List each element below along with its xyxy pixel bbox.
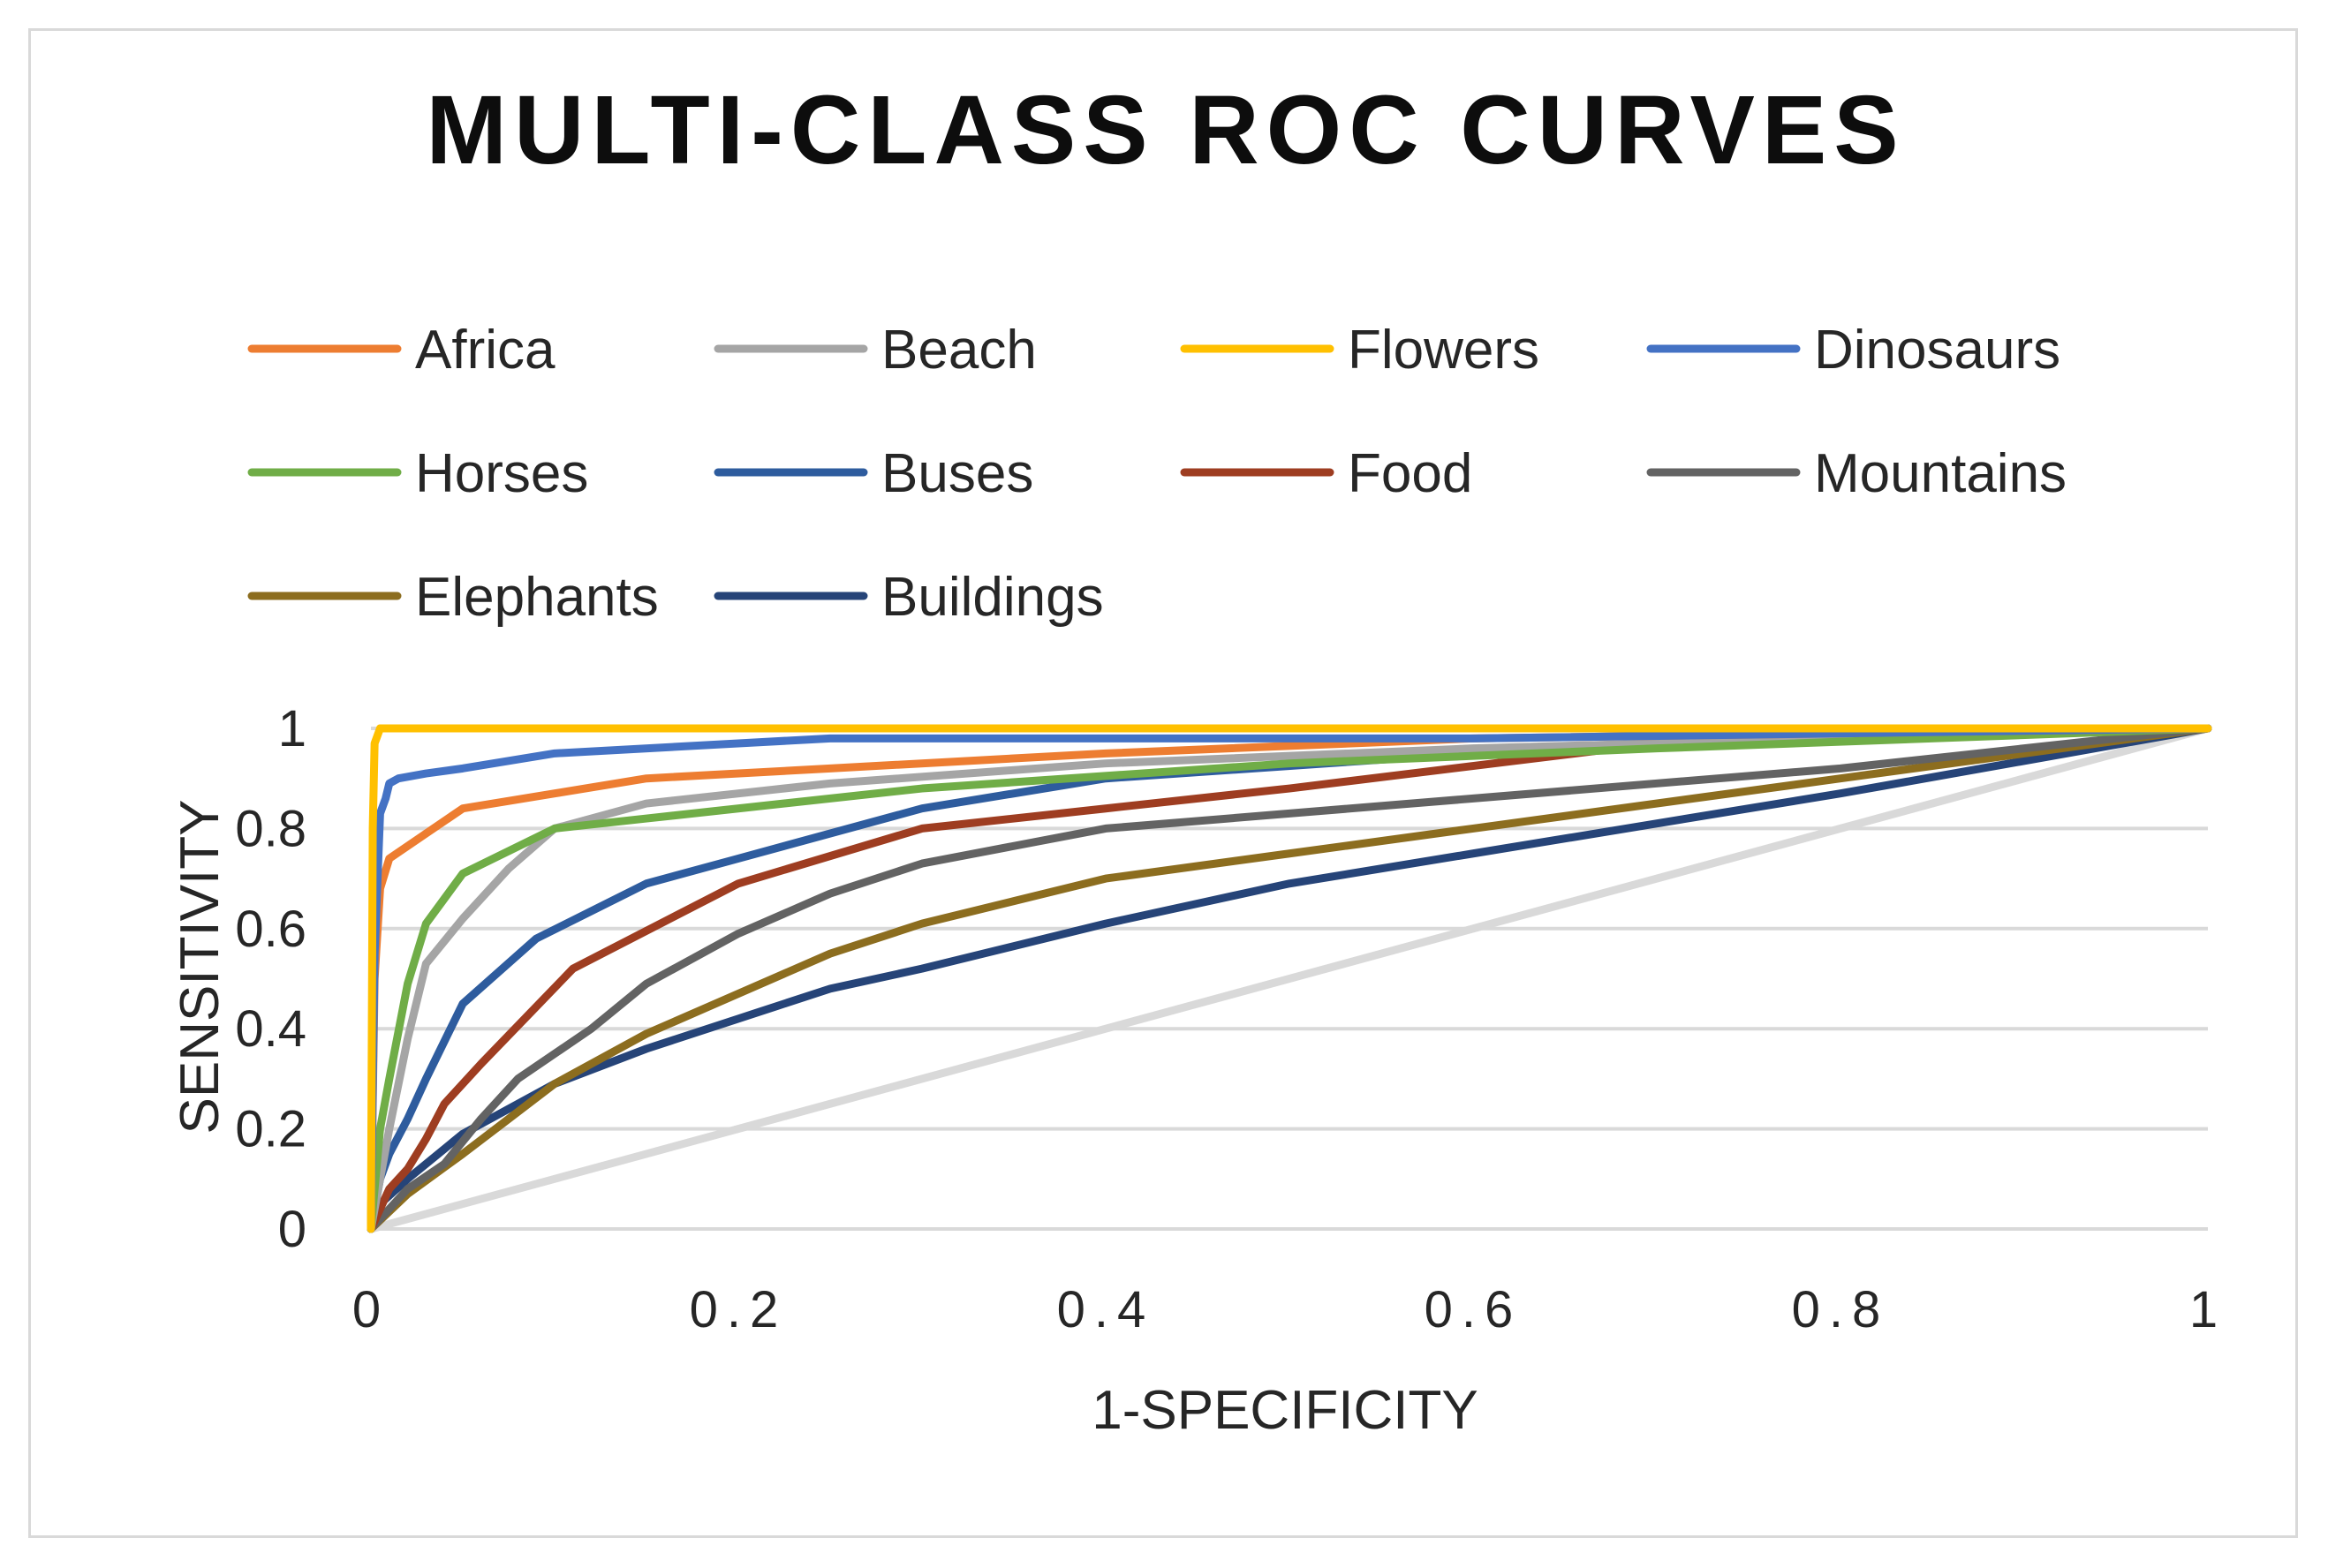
series-line-mountains	[367, 724, 2212, 1233]
legend-label-horses: Horses	[415, 443, 588, 504]
legend-label-dinosaurs: Dinosaurs	[1814, 320, 2060, 381]
y-tick-label: 0.2	[235, 1101, 306, 1158]
y-axis-label: SENSITIVITY	[170, 800, 231, 1135]
x-axis-ticks: 0 0.2 0.4 0.6 0.8 1	[352, 1281, 2226, 1338]
legend: Africa Beach Flowers Dinosaurs Horses Buses Fo…	[247, 320, 2067, 628]
series-line-horses	[367, 724, 2212, 1233]
x-axis-label: 1-SPECIFICITY	[1092, 1380, 1478, 1441]
gridlines	[371, 727, 2208, 1231]
chart-frame: MULTI-CLASS ROC CURVES Africa Beach Flower…	[28, 28, 2298, 1538]
y-axis-ticks: 0 0.2 0.4 0.6 0.8 1	[235, 700, 306, 1258]
reference-diagonal-line	[367, 724, 2212, 1233]
x-tick-label: 0.6	[1425, 1281, 1523, 1338]
x-tick-label: 1	[2189, 1281, 2226, 1338]
y-tick-label: 0.4	[235, 1000, 306, 1058]
legend-label-africa: Africa	[415, 320, 556, 381]
legend-label-buses: Buses	[881, 443, 1033, 504]
legend-label-flowers: Flowers	[1348, 320, 1539, 381]
legend-label-food: Food	[1348, 443, 1472, 504]
y-tick-label: 0.6	[235, 901, 306, 958]
legend-label-elephants: Elephants	[415, 567, 659, 628]
series-line-elephants	[367, 724, 2212, 1233]
y-tick-label: 1	[278, 700, 306, 758]
series-lines	[367, 724, 2212, 1233]
series-line-buildings	[367, 724, 2212, 1233]
roc-chart: MULTI-CLASS ROC CURVES Africa Beach Flower…	[170, 76, 2226, 1441]
series-line-dinosaurs	[367, 724, 2212, 1233]
legend-label-beach: Beach	[881, 320, 1037, 381]
x-tick-label: 0.2	[690, 1281, 788, 1338]
x-tick-label: 0	[352, 1281, 389, 1338]
y-tick-label: 0.8	[235, 800, 306, 857]
series-line-flowers	[367, 724, 2212, 1233]
x-tick-label: 0.8	[1792, 1281, 1890, 1338]
legend-label-mountains: Mountains	[1814, 443, 2067, 504]
legend-label-buildings: Buildings	[881, 567, 1104, 628]
x-tick-label: 0.4	[1057, 1281, 1155, 1338]
y-tick-label: 0	[278, 1201, 306, 1258]
chart-title: MULTI-CLASS ROC CURVES	[426, 76, 1905, 185]
series-line-beach	[367, 724, 2212, 1233]
